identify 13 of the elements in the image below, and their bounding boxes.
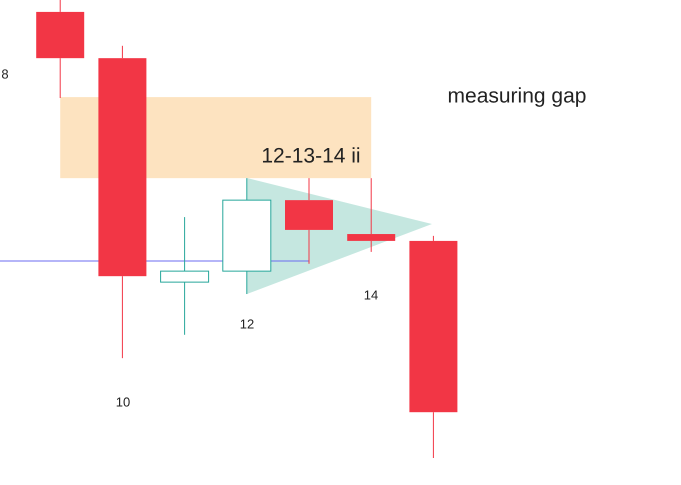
annotation: 10 (116, 394, 130, 410)
candlestick (347, 178, 396, 252)
annotation: 14 (364, 287, 378, 302)
annotation: measuring gap (448, 84, 586, 108)
annotation: 12-13-14 ii (261, 144, 361, 168)
candlestick (98, 45, 146, 359)
candlestick (36, 0, 84, 99)
candlestick (409, 235, 458, 458)
candlestick (285, 178, 333, 264)
text: 8 (1, 66, 9, 82)
candlestick (222, 178, 272, 295)
annotation: 12 (240, 316, 254, 332)
candlestick (160, 216, 210, 336)
